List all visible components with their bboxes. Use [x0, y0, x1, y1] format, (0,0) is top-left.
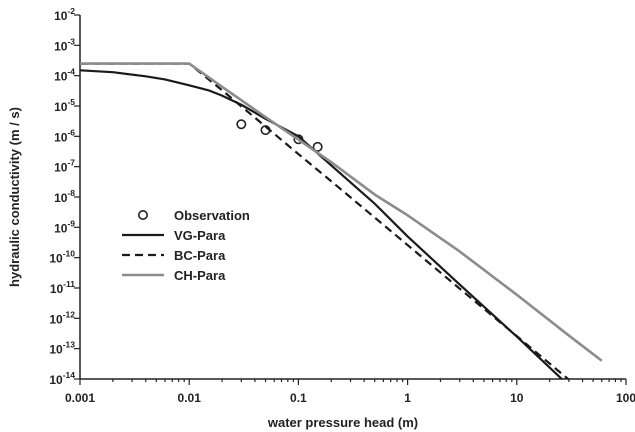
x-tick-label: 1 [404, 391, 411, 405]
y-tick-label: 10-2 [54, 6, 75, 23]
series-line-vg-para [80, 69, 564, 379]
y-axis-title: hydraulic conductivity (m / s) [7, 107, 22, 287]
legend-entry: Observation [138, 208, 250, 223]
x-tick-label: 100 [616, 391, 635, 405]
y-tick-label: 10-5 [54, 97, 75, 114]
y-tick-label: 10-11 [50, 279, 75, 296]
legend: Observation VG-Para BC-Para CH-Para [122, 208, 250, 283]
y-tick-label: 10-9 [54, 218, 75, 235]
x-tick-label: 0.001 [65, 391, 95, 405]
legend-label: CH-Para [174, 268, 226, 283]
observation-point [236, 119, 247, 130]
series-layer [80, 62, 603, 379]
legend-label: Observation [174, 208, 250, 223]
legend-marker [138, 210, 149, 221]
x-tick-label: 0.01 [178, 391, 202, 405]
tick-labels: 0.001 0.01 0.1 1 10 100 10-14 10-13 10-12 10-11 10… [49, 6, 635, 405]
legend-entry: CH-Para [122, 268, 226, 283]
y-tick-label: 10-4 [54, 67, 75, 84]
legend-label: VG-Para [174, 228, 226, 243]
legend-label: BC-Para [174, 248, 226, 263]
legend-entry: BC-Para [122, 248, 226, 263]
x-axis-title: water pressure head (m) [267, 415, 418, 430]
x-tick-label: 10 [510, 391, 524, 405]
series-line-bc-para [80, 62, 570, 379]
y-tick-label: 10-10 [49, 249, 75, 266]
observation-point [312, 141, 323, 152]
y-tick-label: 10-12 [49, 309, 75, 326]
series-line-ch-para [80, 62, 603, 362]
x-tick-label: 0.1 [290, 391, 307, 405]
y-tick-label: 10-13 [49, 340, 75, 357]
y-tick-label: 10-8 [54, 188, 75, 205]
y-tick-label: 10-14 [49, 370, 75, 387]
y-tick-label: 10-6 [54, 127, 75, 144]
y-tick-label: 10-7 [54, 158, 75, 175]
y-tick-label: 10-3 [54, 36, 75, 53]
axes [74, 14, 627, 385]
legend-entry: VG-Para [122, 228, 226, 243]
